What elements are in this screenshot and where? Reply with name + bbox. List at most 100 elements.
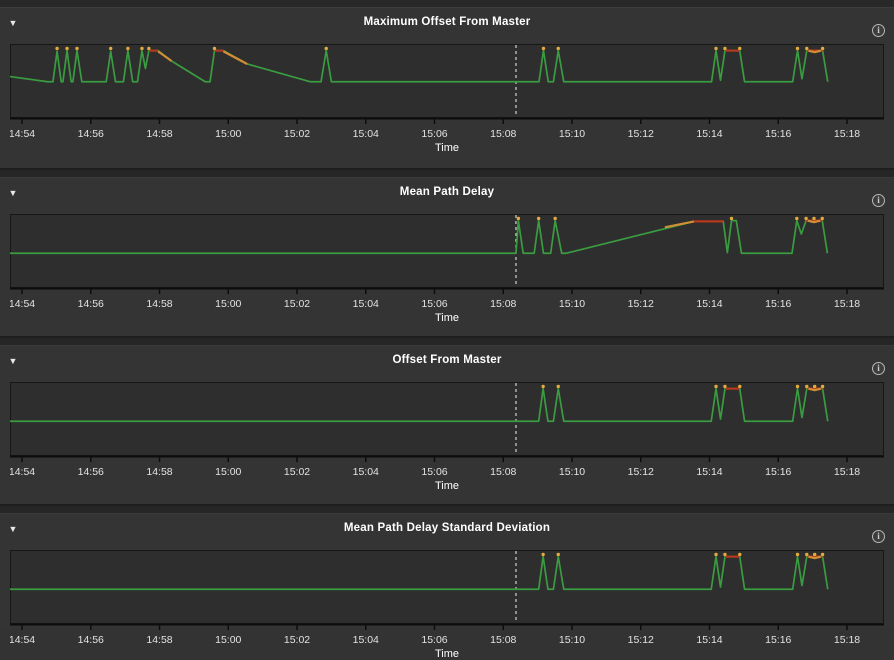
axis-tick-label: 15:18 [834,634,860,646]
collapse-triangle-icon[interactable]: ▼ [8,356,18,366]
collapse-triangle-icon[interactable]: ▼ [8,18,18,28]
axis-tick-label: 15:12 [628,466,654,478]
axis-tick-label: 15:12 [628,128,654,140]
axis-tick-label: 15:00 [215,634,241,646]
axis-tick-label: 15:04 [353,466,379,478]
panel-mean-path-delay-std-dev: ▼ Mean Path Delay Standard Deviation i 1… [0,514,894,660]
series-line [10,49,829,83]
panel-separator [0,336,894,346]
axis-tick-label: 15:16 [765,128,791,140]
axis-tick-label: 15:04 [353,298,379,310]
axis-tick-label: 14:56 [78,466,104,478]
axis-tick-label: 14:58 [146,634,172,646]
warning-dot [212,46,217,51]
warning-dot [714,552,718,557]
axis-tick-label: 15:02 [284,128,310,140]
time-series-plot: 14:54 14:56 14:58 15:00 15:02 15:04 15:06 15:08… [10,44,884,154]
axis-tick-label: 15:18 [834,298,860,310]
axis-tick-label: 15:02 [284,634,310,646]
axis-tick-label: 15:08 [490,466,516,478]
threshold-segment-orange [808,555,822,560]
axis-tick-label: 15:12 [628,634,654,646]
axis-tick-label: 15:10 [559,128,585,140]
axis-tick-label: 15:02 [284,466,310,478]
info-icon[interactable]: i [872,194,885,207]
axis-tick-label: 15:10 [559,298,585,310]
panel-title: Offset From Master [392,354,502,366]
axis-tick-label: 15:08 [490,298,516,310]
axis-tick-label: 15:06 [421,466,447,478]
warning-dot [556,384,560,389]
warning-dot [738,46,742,51]
warning-dot [516,216,521,221]
warning-dot [75,46,79,51]
axis-title: Time [435,648,459,660]
warning-dot [812,384,817,389]
threshold-segment-orange [664,220,695,229]
axis-tick-label: 15:18 [834,466,860,478]
warning-dot [108,46,113,51]
axis-title: Time [435,142,459,154]
axis-tick-label: 15:06 [421,128,447,140]
axis-tick-label: 14:54 [10,466,35,478]
warning-dot [541,46,546,51]
axis-tick-label: 15:18 [834,128,860,140]
axis-tick-label: 15:12 [628,298,654,310]
axis-tick-label: 14:56 [78,298,104,310]
warning-dot [805,384,809,389]
warning-dot [714,384,718,389]
threshold-segment-orange [807,219,821,224]
warning-dot [723,384,727,389]
panel-separator [0,168,894,178]
axis-tick-label: 15:04 [353,128,379,140]
axis-tick-label: 14:54 [10,128,35,140]
warning-dot [795,216,799,221]
axis-title: Time [435,312,459,324]
panel-title: Mean Path Delay [399,186,495,198]
axis-tick-label: 14:56 [78,128,104,140]
warning-dot [140,46,144,51]
axis-tick-label: 14:58 [146,466,172,478]
warning-dot [805,552,809,557]
warning-dot [126,46,130,51]
axis-tick-label: 14:56 [78,634,104,646]
warning-dot [820,384,825,389]
chart-maximum-offset: 14:54 14:56 14:58 15:00 15:02 15:04 15:06 15:08… [10,44,884,154]
plot-area [10,550,884,624]
panel-offset-from-master: ▼ Offset From Master i 14:54 14:56 14:58 15… [0,346,894,504]
collapse-triangle-icon[interactable]: ▼ [8,188,18,198]
warning-dot [795,552,800,557]
threshold-segment-orange [222,50,248,65]
warning-dot [65,46,69,51]
series-line [10,555,829,591]
chart-mean-path-delay-std-dev: 14:54 14:56 14:58 15:00 15:02 15:04 15:06 15:08… [10,550,884,660]
warning-dot [147,46,151,51]
time-series-plot: 14:54 14:56 14:58 15:00 15:02 15:04 15:06 15:08… [10,550,884,660]
axis-tick-label: 15:16 [765,298,791,310]
panel-title: Maximum Offset From Master [363,16,531,28]
panel-mean-path-delay: ▼ Mean Path Delay i 14:54 14:56 14:58 15:00… [0,178,894,336]
axis-tick-label: 14:58 [146,298,172,310]
warning-dot [820,552,825,557]
info-icon[interactable]: i [872,24,885,37]
axis-tick-label: 15:16 [765,466,791,478]
collapse-triangle-icon[interactable]: ▼ [8,524,18,534]
plot-area [10,214,884,288]
panel-header: ▼ Mean Path Delay Standard Deviation i [0,514,894,550]
axis-tick-label: 15:02 [284,298,310,310]
axis-tick-label: 14:58 [146,128,172,140]
axis-tick-label: 15:16 [765,634,791,646]
panel-maximum-offset-from-master: ▼ Maximum Offset From Master i 14:54 14:5… [0,8,894,168]
warning-dot [556,46,560,51]
axis-tick-label: 15:10 [559,634,585,646]
info-icon[interactable]: i [872,362,885,375]
axis-tick-label: 15:14 [696,466,722,478]
warning-dot [812,216,816,221]
warning-dot [553,216,557,221]
warning-dot [804,216,808,221]
info-icon[interactable]: i [872,530,885,543]
panel-title: Mean Path Delay Standard Deviation [343,522,551,534]
warning-dot [536,216,541,221]
axis-tick-label: 15:00 [215,128,241,140]
warning-dot [820,46,825,51]
